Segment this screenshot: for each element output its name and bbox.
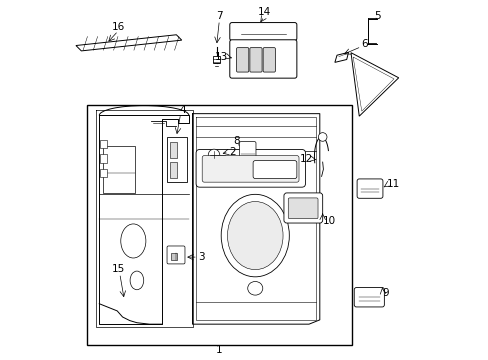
Text: 1: 1 (216, 345, 222, 355)
Ellipse shape (227, 202, 283, 270)
FancyBboxPatch shape (353, 288, 384, 307)
Text: 8: 8 (233, 136, 240, 146)
FancyBboxPatch shape (239, 141, 255, 158)
FancyBboxPatch shape (229, 40, 296, 78)
Text: 9: 9 (382, 288, 388, 298)
Text: 2: 2 (229, 147, 236, 157)
Text: 14: 14 (257, 7, 270, 17)
Ellipse shape (221, 194, 289, 277)
FancyBboxPatch shape (356, 179, 382, 198)
FancyBboxPatch shape (287, 198, 317, 219)
Text: 15: 15 (111, 264, 124, 274)
Ellipse shape (130, 271, 143, 290)
FancyBboxPatch shape (253, 161, 296, 179)
Text: 6: 6 (361, 40, 367, 49)
FancyBboxPatch shape (229, 23, 296, 41)
Polygon shape (334, 52, 348, 62)
Text: 4: 4 (179, 105, 186, 115)
FancyBboxPatch shape (236, 48, 248, 72)
Polygon shape (76, 35, 182, 51)
Bar (102, 146, 135, 193)
FancyBboxPatch shape (284, 193, 322, 223)
FancyBboxPatch shape (202, 156, 298, 182)
FancyBboxPatch shape (263, 48, 275, 72)
Text: 16: 16 (111, 22, 124, 32)
Circle shape (318, 133, 326, 141)
FancyBboxPatch shape (167, 246, 184, 264)
Bar (169, 162, 177, 178)
FancyBboxPatch shape (196, 149, 305, 187)
FancyBboxPatch shape (249, 48, 262, 72)
Circle shape (208, 149, 219, 161)
Bar (100, 168, 106, 177)
Text: 13: 13 (215, 52, 228, 62)
Bar (212, 55, 220, 63)
Text: 11: 11 (386, 179, 400, 189)
Text: 12: 12 (300, 154, 313, 164)
Bar (171, 253, 177, 260)
Bar (100, 140, 106, 148)
Bar (100, 154, 106, 163)
Bar (86, 105, 351, 345)
Text: 10: 10 (322, 216, 335, 226)
Ellipse shape (247, 282, 262, 295)
Text: 3: 3 (198, 252, 205, 262)
Bar (169, 142, 177, 158)
Bar (167, 137, 187, 182)
Ellipse shape (121, 224, 145, 258)
Text: 7: 7 (216, 11, 222, 21)
Text: 5: 5 (374, 11, 381, 21)
